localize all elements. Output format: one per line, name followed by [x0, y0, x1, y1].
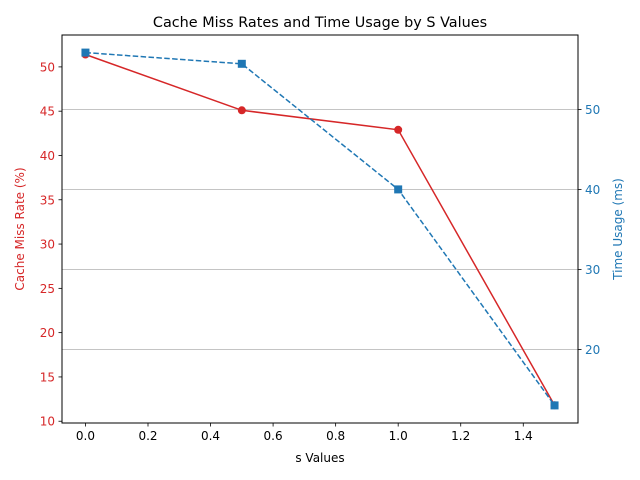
x-axis-label: s Values: [295, 451, 344, 465]
plot-series: [81, 48, 559, 410]
x-tick-label: 1.0: [389, 429, 408, 443]
y-left-tick-label: 25: [40, 282, 55, 296]
data-point-time-usage: [237, 59, 246, 68]
y-left-tick-label: 45: [40, 105, 55, 119]
x-tick-label: 0.8: [326, 429, 345, 443]
grid-lines: [62, 109, 578, 350]
y-axis-right: 20 30 40 50: [578, 103, 600, 357]
x-tick-label: 1.2: [451, 429, 470, 443]
y-right-tick-label: 20: [585, 343, 600, 357]
y-left-tick-label: 50: [40, 60, 55, 74]
y-axis-left-label: Cache Miss Rate (%): [13, 167, 27, 290]
y-left-tick-label: 30: [40, 238, 55, 252]
series-line-time-usage: [85, 51, 556, 406]
chart-title: Cache Miss Rates and Time Usage by S Val…: [153, 15, 487, 31]
y-axis-right-label: Time Usage (ms): [611, 178, 625, 281]
y-left-tick-label: 35: [40, 193, 55, 207]
data-point-time-usage: [81, 48, 90, 57]
data-point-cache-miss-rate: [394, 125, 403, 134]
data-point-cache-miss-rate: [237, 106, 246, 115]
y-left-tick-label: 20: [40, 326, 55, 340]
y-left-tick-label: 40: [40, 149, 55, 163]
y-right-tick-label: 50: [585, 103, 600, 117]
data-point-time-usage: [394, 185, 403, 194]
x-tick-label: 0.6: [264, 429, 283, 443]
x-tick-label: 0.2: [138, 429, 157, 443]
x-tick-label: 0.4: [201, 429, 220, 443]
data-point-time-usage: [550, 401, 559, 410]
x-tick-label: 0.0: [76, 429, 95, 443]
y-right-tick-label: 40: [585, 183, 600, 197]
y-right-tick-label: 30: [585, 263, 600, 277]
y-left-tick-label: 10: [40, 415, 55, 429]
x-axis: 0.0 0.2 0.4 0.6 0.8 1.0 1.2 1.4: [76, 423, 533, 443]
y-left-tick-label: 15: [40, 370, 55, 384]
y-axis-left: 10 15 20 25 30 35 40 45 50: [40, 60, 62, 429]
series-line-cache-miss-rate: [85, 53, 556, 406]
x-tick-label: 1.4: [514, 429, 533, 443]
plot-frame: [61, 34, 579, 424]
